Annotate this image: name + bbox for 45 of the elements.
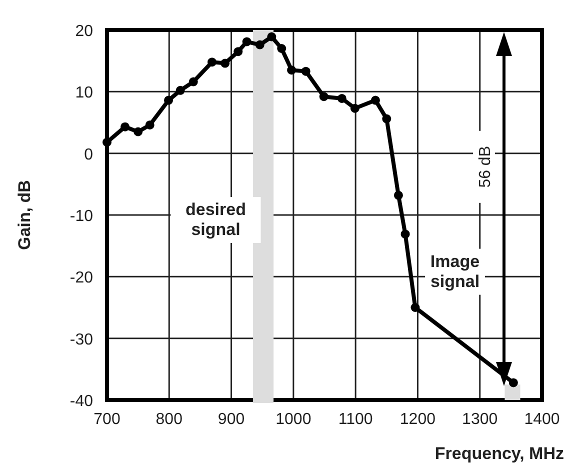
point xyxy=(287,66,296,75)
point xyxy=(208,58,217,67)
point xyxy=(319,92,328,102)
annotation: Image signal xyxy=(430,252,480,291)
x-tick-label: 900 xyxy=(218,411,245,428)
point xyxy=(394,190,403,200)
y-axis-title: Gain, dB xyxy=(15,180,34,250)
point xyxy=(508,378,518,388)
point xyxy=(176,86,185,95)
x-tick-label: 700 xyxy=(94,411,120,428)
y-tick-label: -20 xyxy=(70,270,94,287)
y-tick-label: -30 xyxy=(70,331,94,348)
point xyxy=(350,104,360,113)
y-tick-label: 20 xyxy=(75,23,94,40)
x-tick-label: 1100 xyxy=(338,411,373,428)
point xyxy=(164,96,174,105)
point xyxy=(102,138,112,147)
point xyxy=(120,122,130,132)
point xyxy=(188,77,198,86)
point xyxy=(410,303,420,312)
y-tick-label: -10 xyxy=(70,208,94,225)
point xyxy=(382,114,392,124)
point xyxy=(134,127,143,136)
point xyxy=(220,58,230,68)
x-tick-label: 1400 xyxy=(524,411,560,428)
point xyxy=(242,37,252,46)
y-tick-label: 10 xyxy=(75,84,94,102)
x-tick-label: 800 xyxy=(156,411,183,428)
point xyxy=(234,47,243,56)
annotation: desired signal xyxy=(186,200,246,239)
x-tick-label: 1200 xyxy=(400,411,436,428)
point xyxy=(267,32,276,42)
y-tick-label: -40 xyxy=(70,393,94,410)
point xyxy=(301,66,310,76)
annotation: 56 dB xyxy=(477,146,494,188)
point xyxy=(255,40,264,50)
x-axis-title: Frequency, MHz xyxy=(434,444,564,463)
point xyxy=(370,96,380,105)
x-tick-label: 1300 xyxy=(462,411,498,428)
point xyxy=(400,230,410,239)
point xyxy=(145,120,154,130)
y-tick-label: 0 xyxy=(84,146,94,164)
point xyxy=(337,94,346,103)
x-tick-label: 1000 xyxy=(276,411,312,428)
point xyxy=(277,44,286,53)
